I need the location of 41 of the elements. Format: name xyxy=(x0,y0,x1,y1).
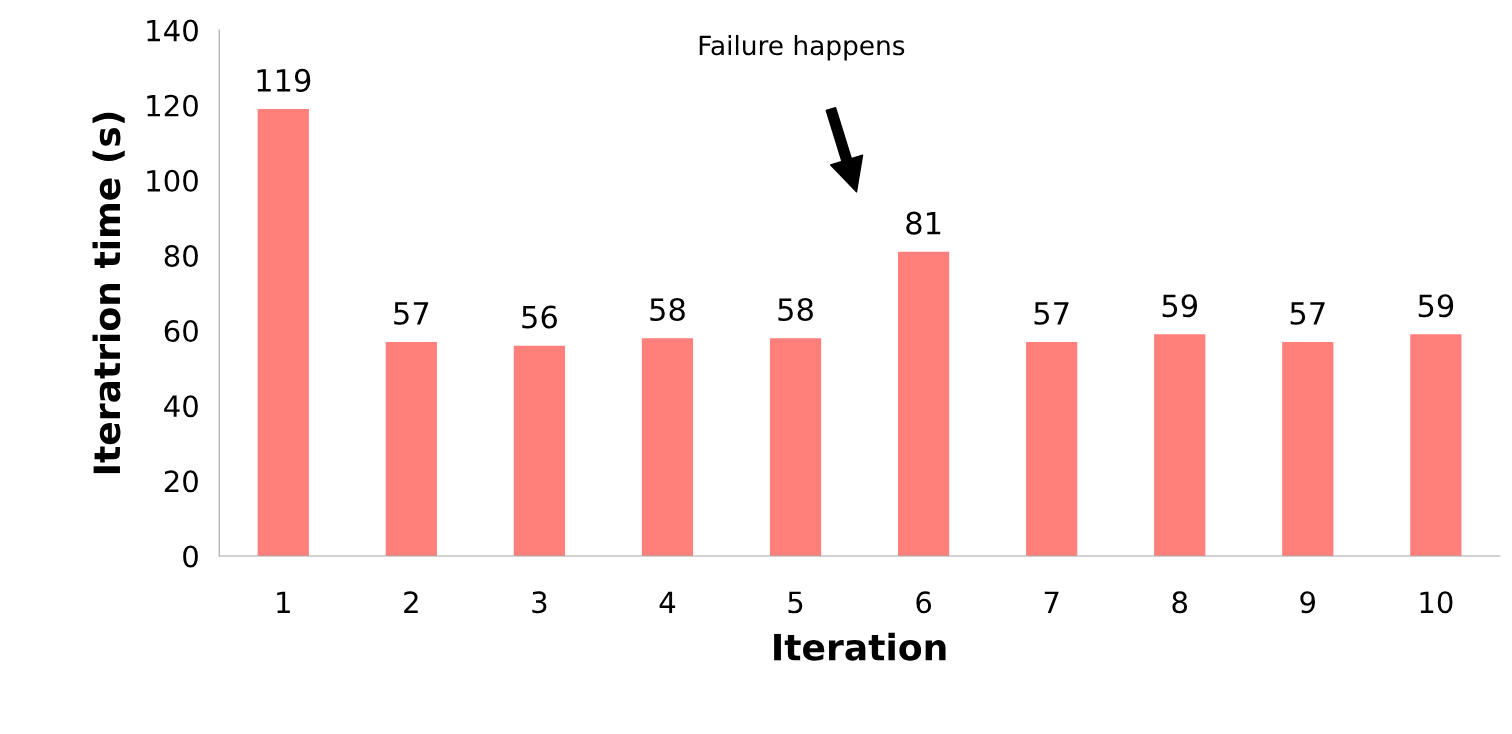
bar xyxy=(1410,334,1462,557)
x-tick-label: 10 xyxy=(1420,591,1453,614)
data-label: 57 xyxy=(394,302,429,325)
x-tick-label: 7 xyxy=(1044,591,1059,613)
y-tick-label: 120 xyxy=(147,94,198,117)
data-label: 57 xyxy=(1290,302,1325,325)
y-tick-label: 80 xyxy=(164,244,198,267)
x-tick-label: 3 xyxy=(532,591,547,614)
data-label: 119 xyxy=(257,68,311,92)
x-tick-label: 6 xyxy=(916,591,932,614)
bar xyxy=(1282,341,1334,557)
data-label: 58 xyxy=(650,297,685,322)
data-label: 59 xyxy=(1418,294,1454,318)
x-axis-title: Iteration xyxy=(774,632,946,661)
bar xyxy=(385,341,437,557)
x-tick-label: 2 xyxy=(404,591,418,613)
annotation: Failure happens xyxy=(699,34,905,61)
y-tick-label: 20 xyxy=(164,470,198,493)
y-tick-label: 40 xyxy=(164,395,198,418)
bar xyxy=(769,338,822,557)
bar xyxy=(257,108,309,557)
y-tick-label: 140 xyxy=(147,19,198,42)
bar xyxy=(1026,341,1078,557)
data-label: 81 xyxy=(906,211,941,235)
bar xyxy=(1154,334,1206,557)
bar xyxy=(897,251,950,557)
x-tick-label: 8 xyxy=(1172,591,1188,614)
y-tick-label: 100 xyxy=(147,169,198,192)
x-tick-label: 5 xyxy=(788,591,803,614)
data-label: 57 xyxy=(1034,302,1069,325)
x-tick-label: 9 xyxy=(1300,591,1316,614)
bar xyxy=(641,338,694,557)
data-label: 59 xyxy=(1162,294,1198,318)
y-axis-title: Iteratrion time (s) xyxy=(92,112,125,474)
y-tick-label: 0 xyxy=(183,545,198,568)
x-tick-label: 4 xyxy=(659,591,676,613)
bar xyxy=(513,345,566,557)
y-tick-label: 60 xyxy=(164,320,198,343)
data-label: 58 xyxy=(778,297,813,322)
data-label: 56 xyxy=(522,305,557,329)
x-tick-label: 1 xyxy=(277,591,290,613)
